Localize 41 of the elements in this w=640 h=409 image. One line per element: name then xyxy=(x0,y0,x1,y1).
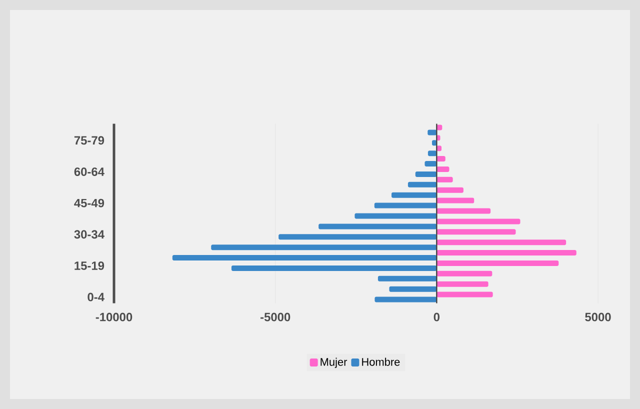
bar xyxy=(378,276,437,282)
bar xyxy=(436,198,474,204)
x-tick-label: -10000 xyxy=(96,312,132,322)
bar xyxy=(374,202,437,208)
y-tick-label: 75-79 xyxy=(74,136,104,145)
bar xyxy=(436,281,488,287)
bar xyxy=(318,224,437,230)
y-tick-label: 0-4 xyxy=(88,292,104,302)
x-tick-label: -5000 xyxy=(260,312,290,322)
bar xyxy=(211,244,437,250)
bar xyxy=(354,213,437,219)
bar xyxy=(436,229,516,235)
bar xyxy=(408,182,437,188)
bar xyxy=(436,218,520,224)
y-tick-label: 45-49 xyxy=(74,198,104,208)
bar xyxy=(436,260,559,266)
bar xyxy=(231,265,437,271)
bar xyxy=(436,292,493,298)
bar xyxy=(436,270,492,276)
bar xyxy=(428,130,437,136)
bar xyxy=(436,250,576,256)
x-tick-label: 5000 xyxy=(585,312,611,322)
legend-label: Hombre xyxy=(362,358,400,366)
bar xyxy=(278,234,437,240)
bar xyxy=(436,187,464,193)
bar xyxy=(172,255,437,261)
bar xyxy=(436,166,450,172)
bar xyxy=(428,150,437,156)
bar xyxy=(392,192,437,198)
bar xyxy=(424,161,437,167)
y-tick-label: 60-64 xyxy=(74,168,104,176)
bar xyxy=(436,240,566,246)
bar xyxy=(415,171,437,177)
y-tick-label: 15-19 xyxy=(74,261,104,270)
x-tick-label: 0 xyxy=(434,312,440,322)
legend-label: Mujer xyxy=(320,358,348,368)
bar xyxy=(436,208,491,214)
bar xyxy=(389,286,437,292)
bar xyxy=(374,296,437,302)
y-tick-label: 30-34 xyxy=(74,230,104,239)
bar xyxy=(436,176,453,182)
